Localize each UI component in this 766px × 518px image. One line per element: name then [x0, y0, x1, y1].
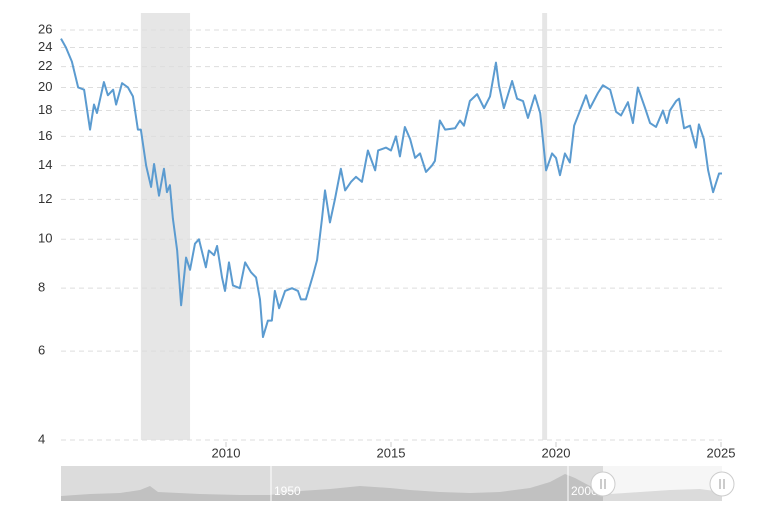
shaded-range [140, 13, 191, 440]
y-tick-label: 10 [38, 231, 52, 246]
shaded-range [542, 13, 548, 440]
navigator-handle[interactable] [709, 471, 735, 497]
x-tick-label: 2010 [212, 445, 241, 460]
navigator-mask [61, 466, 603, 501]
y-tick-label: 4 [38, 431, 45, 446]
y-tick-label: 20 [38, 79, 52, 94]
navigator-area [61, 474, 722, 501]
x-tick-label: 2025 [707, 445, 736, 460]
y-tick-label: 8 [38, 280, 45, 295]
plot-area: 4 6 8 10 12 14 16 18 20 22 24 26 2010 2015 2020 2025 [38, 13, 735, 460]
navigator-label: 1950 [274, 484, 301, 498]
y-tick-label: 16 [38, 128, 52, 143]
navigator-selection[interactable] [603, 466, 722, 501]
y-tick-label: 18 [38, 102, 52, 117]
navigator-handle[interactable] [590, 471, 616, 497]
y-tick-label: 26 [38, 21, 52, 36]
y-tick-label: 24 [38, 39, 52, 54]
x-tick-label: 2020 [542, 445, 571, 460]
y-tick-label: 6 [38, 343, 45, 358]
y-tick-label: 14 [38, 157, 52, 172]
y-tick-label: 12 [38, 191, 52, 206]
data-line [60, 38, 722, 339]
y-tick-label: 22 [38, 58, 52, 73]
x-tick-label: 2015 [377, 445, 406, 460]
navigator: 1950 2000 [61, 466, 735, 501]
